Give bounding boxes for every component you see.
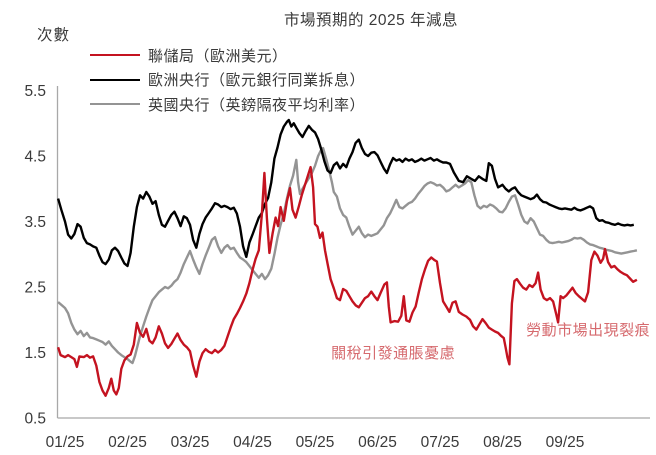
x-tick-label: 08/25 [483,434,522,451]
series-line-ecb [56,118,635,268]
annotation-0: 關稅引發通脹憂慮 [331,345,455,362]
x-tick-label: 01/25 [46,434,85,451]
chart-title: 市場預期的 2025 年減息 [283,12,459,29]
legend-item-ecb: 歐洲央行（歐元銀行同業拆息） [90,68,365,93]
x-tick-label: 06/25 [358,434,397,451]
boe-line-swatch [90,103,140,106]
y-tick-label: 4.5 [24,149,46,166]
y-tick-label: 0.5 [24,411,46,428]
series-line-fed [56,165,638,397]
legend-label-boe: 英國央行（英鎊隔夜平均利率） [148,96,366,114]
x-tick-label: 05/25 [296,434,335,451]
legend-label-ecb: 歐洲央行（歐元銀行同業拆息） [148,72,366,90]
x-tick-label: 04/25 [233,434,272,451]
series-line-boe [57,146,638,365]
y-tick-label: 3.5 [24,214,46,231]
legend-item-boe: 英國央行（英鎊隔夜平均利率） [90,92,365,117]
x-tick-label: 02/25 [108,434,147,451]
y-tick-label: 1.5 [24,345,46,362]
legend-item-fed: 聯儲局（歐洲美元） [90,43,365,68]
y-tick-label: 5.5 [24,83,46,100]
y-tick-label: 2.5 [24,280,46,297]
ecb-line-swatch [90,78,140,81]
x-tick-label: 07/25 [421,434,460,451]
x-tick-label: 09/25 [546,434,585,451]
legend: 聯儲局（歐洲美元） 歐洲央行（歐元銀行同業拆息） 英國央行（英鎊隔夜平均利率） [90,43,365,117]
fed-line-swatch [90,54,140,57]
x-tick-label: 03/25 [171,434,210,451]
y-axis-unit-label: 次數 [37,27,71,44]
legend-label-fed: 聯儲局（歐洲美元） [148,47,288,65]
annotation-1: 勞動市場出現裂痕 [526,322,650,339]
